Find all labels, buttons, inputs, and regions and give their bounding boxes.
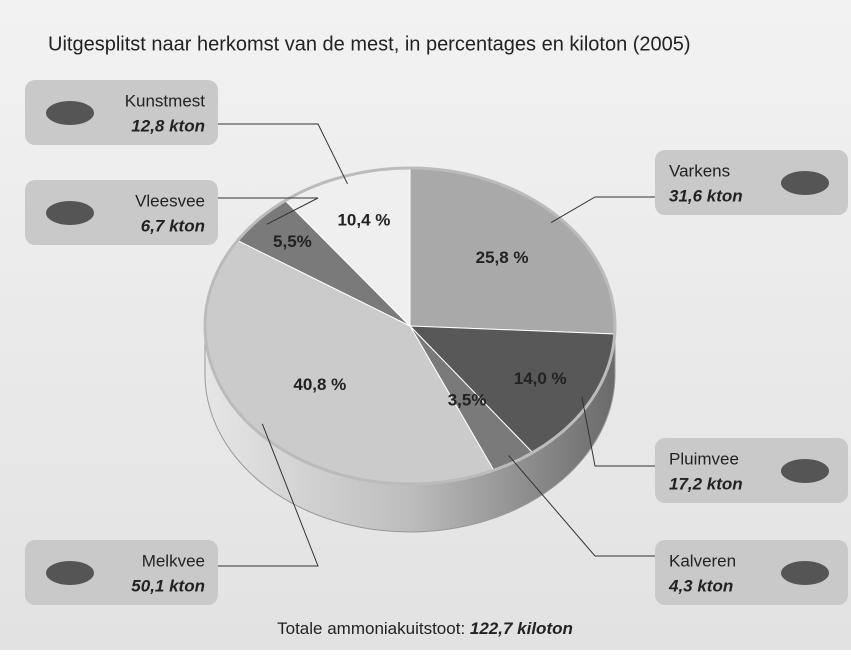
label-box <box>25 180 218 245</box>
legend: Varkens 31,6 kton Pluimvee 17,2 kton Kalvere… <box>25 80 848 605</box>
footer-value: 122,7 kiloton <box>470 619 573 638</box>
data-label: 25,8 % <box>476 248 529 267</box>
leader-line <box>508 455 655 557</box>
pie: 25,8 % 14,0 % 3,5% 40,8 % 5,5% 10,4 % <box>203 123 655 567</box>
data-label: 40,8 % <box>293 375 346 394</box>
data-label: 3,5% <box>448 390 487 409</box>
leader-line <box>581 396 655 467</box>
chart-title: Uitgesplitst naar herkomst van de mest, … <box>48 33 691 55</box>
icon <box>46 201 94 225</box>
leader-line <box>218 123 348 185</box>
legend-label: Varkens <box>669 161 730 180</box>
footer-label: Totale ammoniakuitstoot: <box>277 619 470 638</box>
icon <box>781 459 829 483</box>
label-box <box>655 150 848 215</box>
icon <box>781 171 829 195</box>
data-label: 10,4 % <box>337 211 390 230</box>
legend-value: 12,8 kton <box>131 116 205 135</box>
footer: Totale ammoniakuitstoot: 122,7 kiloton <box>277 619 573 638</box>
legend-label: Kalveren <box>669 551 736 570</box>
label-box <box>25 80 218 145</box>
legend-value: 17,2 kton <box>669 474 743 493</box>
legend-value: 50,1 kton <box>131 576 205 595</box>
label-box <box>655 438 848 503</box>
data-label: 14,0 % <box>514 369 567 388</box>
leader-line <box>218 423 319 567</box>
data-label: 5,5% <box>273 232 312 251</box>
icon <box>46 561 94 585</box>
legend-label: Melkvee <box>142 551 205 570</box>
icon <box>781 561 829 585</box>
legend-label: Vleesvee <box>135 191 205 210</box>
legend-value: 31,6 kton <box>669 186 743 205</box>
icon <box>46 101 94 125</box>
legend-label: Pluimvee <box>669 449 739 468</box>
pie-rim <box>203 166 617 486</box>
legend-value: 4,3 kton <box>668 576 733 595</box>
legend-value: 6,7 kton <box>141 216 205 235</box>
label-box <box>25 540 218 605</box>
legend-label: Kunstmest <box>125 91 206 110</box>
leader-line <box>218 197 319 225</box>
label-box <box>655 540 848 605</box>
leader-line <box>550 196 655 223</box>
